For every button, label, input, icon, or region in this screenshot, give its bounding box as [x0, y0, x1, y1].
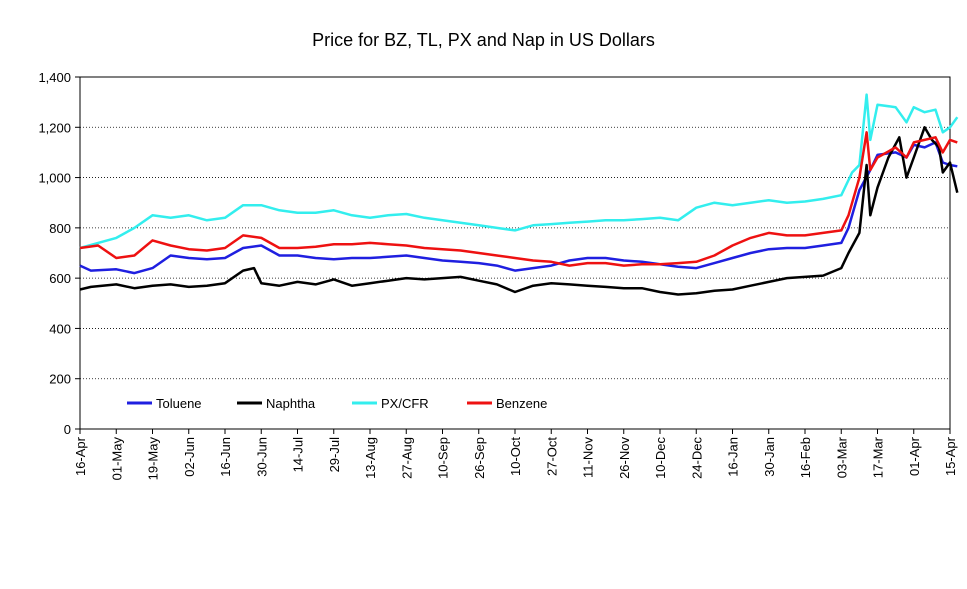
x-tick-label: 27-Aug [399, 437, 414, 479]
x-tick-label: 11-Nov [581, 437, 596, 478]
x-tick-label: 01-Apr [907, 436, 922, 476]
x-tick-label: 01-May [109, 437, 124, 481]
axes: 0 200 400 600 800 1,000 1,200 1,400 16-Apr 01-May… [38, 70, 958, 480]
y-tick-label: 0 [64, 422, 71, 437]
chart-title: Price for BZ, TL, PX and Nap in US Dolla… [312, 30, 655, 50]
x-tick-label: 29-Jul [327, 437, 342, 473]
x-tick-label: 17-Mar [871, 436, 886, 478]
legend-label: Naphtha [266, 396, 316, 411]
x-tick-label: 14-Jul [291, 437, 306, 473]
x-tick-label: 19-May [146, 437, 161, 481]
x-tick-label: 03-Mar [834, 436, 849, 478]
x-tick-label: 10-Dec [653, 437, 668, 479]
x-tick-label: 16-Apr [73, 436, 88, 476]
x-tick-label: 16-Jun [218, 437, 233, 477]
x-tick-label: 30-Jun [254, 437, 269, 477]
series-line-px-cfr [79, 93, 959, 250]
x-tick-label: 26-Sep [472, 437, 487, 479]
x-tick-label: 24-Dec [689, 437, 704, 479]
y-tick-label: 600 [49, 271, 71, 286]
legend-label: Benzene [496, 396, 547, 411]
x-tick-label: 26-Nov [617, 437, 632, 479]
y-tick-label: 200 [49, 372, 71, 387]
y-tick-label: 1,400 [38, 70, 71, 85]
x-tick-label: 30-Jan [762, 437, 777, 477]
legend: Toluene Naphtha PX/CFR Benzene [127, 396, 547, 411]
y-tick-label: 800 [49, 221, 71, 236]
x-tick-label: 02-Jun [182, 437, 197, 477]
legend-label: PX/CFR [381, 396, 429, 411]
x-tick-label: 16-Jan [726, 437, 741, 477]
plot-area [79, 76, 951, 430]
series-lines [79, 93, 959, 296]
y-tick-label: 1,200 [38, 120, 71, 135]
x-tick-label: 27-Oct [544, 437, 559, 476]
series-line-naphtha [79, 126, 959, 296]
y-tick-label: 1,000 [38, 171, 71, 186]
x-tick-label: 13-Aug [363, 437, 378, 479]
y-tick-label: 400 [49, 321, 71, 336]
gridlines [80, 126, 950, 380]
x-tick-label: 10-Sep [436, 437, 451, 479]
x-tick-label: 16-Feb [798, 437, 813, 478]
x-tick-label: 10-Oct [508, 437, 523, 476]
series-line-toluene [79, 141, 958, 275]
x-tick-label: 15-Apr [943, 436, 958, 476]
legend-label: Toluene [156, 396, 202, 411]
series-line-benzene [79, 131, 958, 267]
